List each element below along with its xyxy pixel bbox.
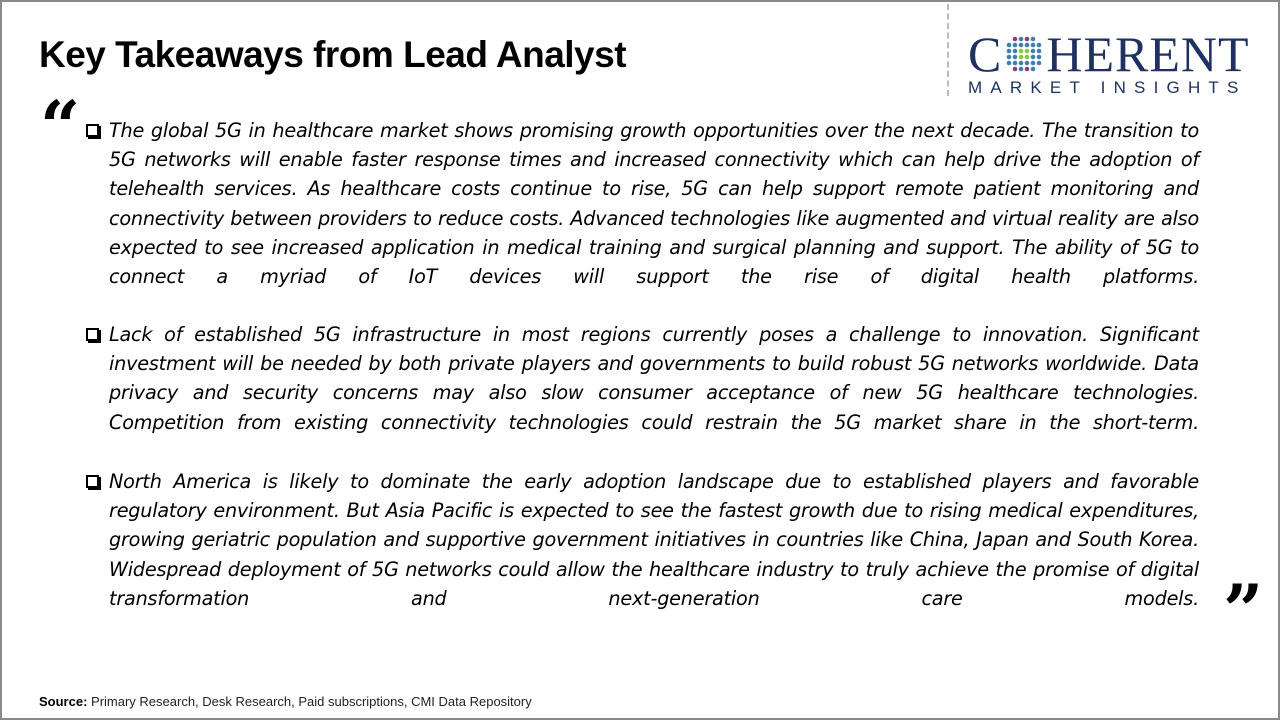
takeaway-paragraph: The global 5G in healthcare market shows…	[109, 119, 1199, 289]
takeaway-paragraph: North America is likely to dominate the …	[109, 470, 1199, 610]
divider	[947, 4, 949, 96]
globe-dots-icon	[1007, 36, 1042, 72]
globe-dot	[1007, 54, 1012, 60]
logo-letter-c: C	[968, 26, 1003, 82]
globe-dot	[1031, 48, 1036, 54]
globe-dot	[1019, 66, 1024, 72]
checkbox-bullet-icon	[86, 124, 99, 137]
globe-dot	[1013, 54, 1018, 60]
globe-dot	[1031, 60, 1036, 66]
globe-dot	[1025, 54, 1030, 60]
globe-dot	[1037, 48, 1042, 54]
globe-dot	[1031, 54, 1036, 60]
globe-dot	[1007, 42, 1012, 48]
globe-dot	[1031, 36, 1036, 42]
globe-dot	[1025, 42, 1030, 48]
globe-dot	[1037, 54, 1042, 60]
source-label: Source:	[39, 694, 88, 709]
quote-close-icon: ”	[1223, 569, 1264, 652]
globe-dot	[1013, 60, 1018, 66]
globe-dot	[1025, 60, 1030, 66]
logo-text-herent: HERENT	[1046, 26, 1250, 82]
takeaway-paragraph: Lack of established 5G infrastructure in…	[109, 323, 1199, 434]
globe-dot	[1013, 42, 1018, 48]
source-note: Source: Primary Research, Desk Research,…	[39, 694, 532, 709]
globe-dot	[1013, 48, 1018, 54]
globe-dot	[1019, 60, 1024, 66]
globe-dot	[1007, 48, 1012, 54]
globe-dot	[1037, 42, 1042, 48]
globe-dot	[1019, 42, 1024, 48]
quote-open-icon: “	[40, 85, 81, 168]
globe-dot	[1019, 54, 1024, 60]
company-logo: C HERENT MARKET INSIGHTS	[968, 26, 1260, 98]
globe-dot	[1025, 66, 1030, 72]
checkbox-bullet-icon	[86, 328, 99, 341]
globe-dot	[1025, 36, 1030, 42]
globe-dot	[1025, 48, 1030, 54]
globe-dot	[1031, 42, 1036, 48]
page-title: Key Takeaways from Lead Analyst	[39, 34, 627, 75]
globe-dot	[1019, 48, 1024, 54]
logo-subtitle: MARKET INSIGHTS	[968, 78, 1247, 97]
checkbox-bullet-icon	[86, 475, 99, 488]
globe-dot	[1019, 36, 1024, 42]
globe-dot	[1031, 66, 1036, 72]
globe-dot	[1013, 66, 1018, 72]
globe-dot	[1013, 36, 1018, 42]
globe-dot	[1007, 60, 1012, 66]
globe-dot	[1037, 60, 1042, 66]
source-text: Primary Research, Desk Research, Paid su…	[87, 694, 532, 709]
